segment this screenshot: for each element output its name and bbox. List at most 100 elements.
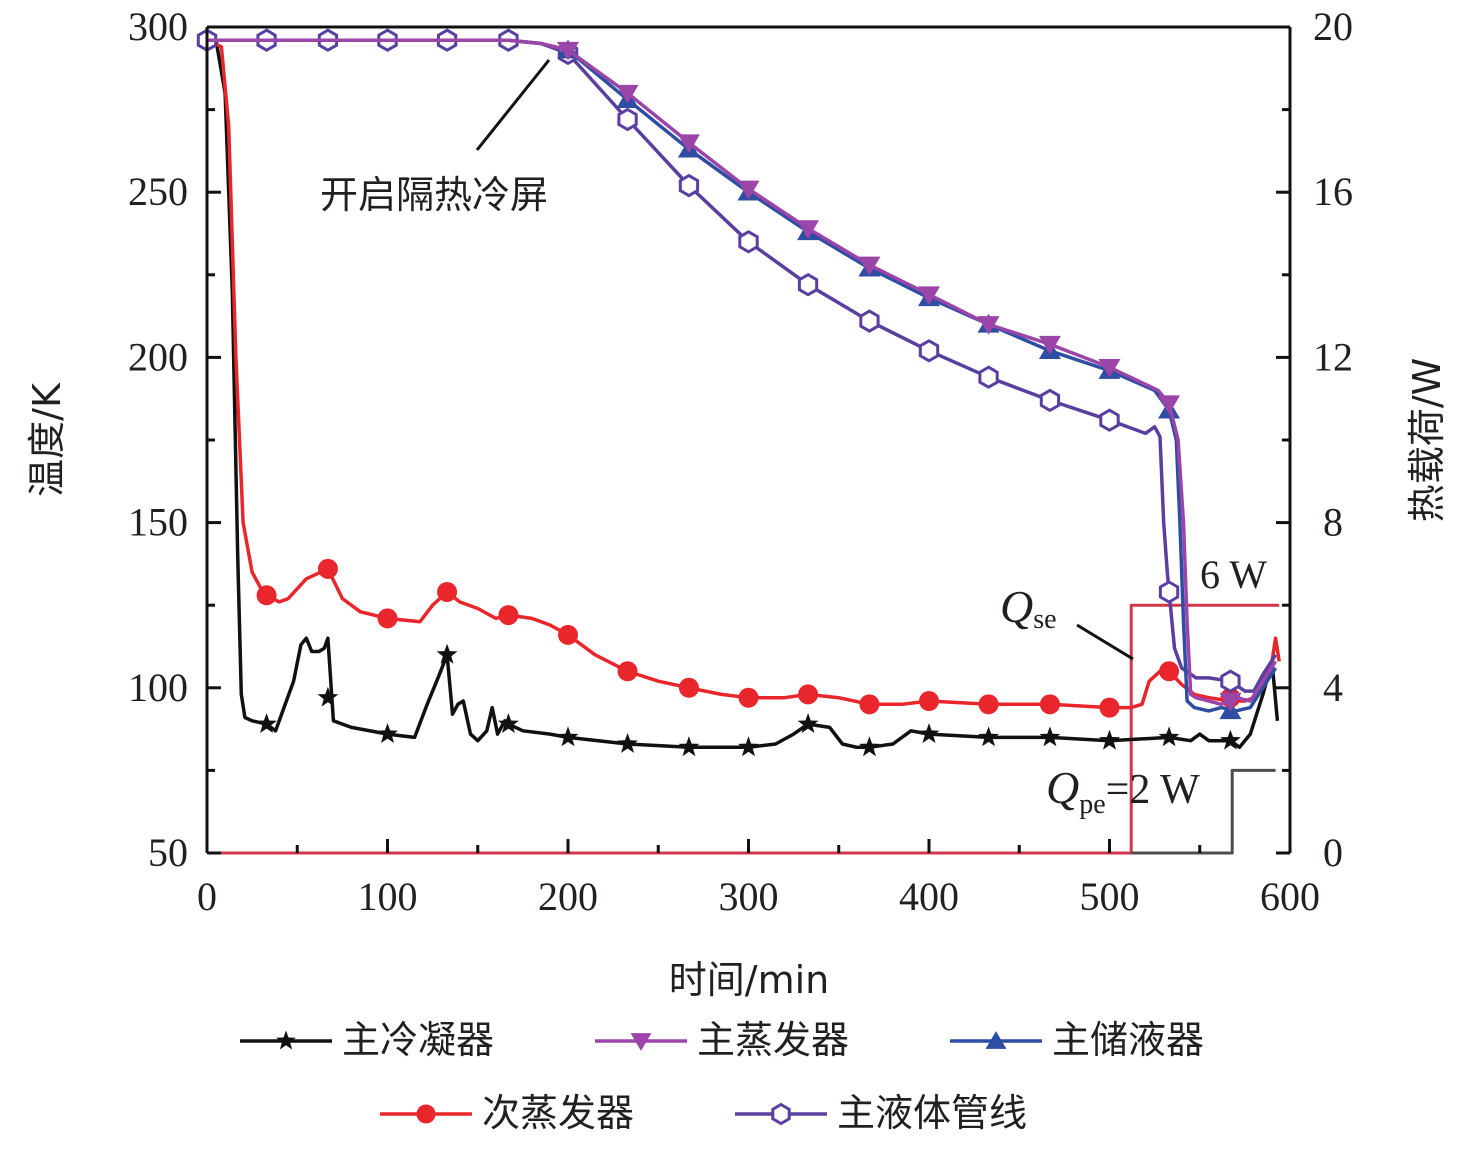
y-tick-label: 200: [128, 334, 188, 379]
main-condenser-marker: [978, 726, 999, 747]
main-evaporator-marker: [858, 256, 881, 276]
main-liquid-line-marker: [1158, 580, 1180, 604]
main-condenser-marker: [317, 686, 339, 707]
x-axis-title: 时间/min: [669, 958, 829, 1002]
legend-item-main-reservoir: 主储液器: [950, 1018, 1204, 1062]
legend-label: 主储液器: [1052, 1018, 1204, 1062]
main-condenser-marker: [738, 736, 759, 757]
secondary-evaporator-marker: [798, 684, 819, 705]
qse-heat-load-line: [207, 603, 1280, 855]
secondary-evaporator-marker: [317, 558, 338, 579]
secondary-evaporator-marker: [1099, 697, 1120, 718]
main-liquid-line-marker: [1039, 388, 1061, 413]
main-evaporator-marker: [557, 41, 579, 61]
main-condenser-marker: [797, 713, 819, 733]
y2-tick-label: 4: [1323, 665, 1343, 710]
y2-tick-label: 16: [1313, 169, 1353, 214]
secondary-evaporator-marker: [558, 624, 578, 645]
x-tick-label: 200: [538, 874, 598, 919]
main-condenser-marker: [436, 643, 458, 664]
main-liquid-line-marker: [617, 107, 638, 132]
qpe-heat-load-series: [1131, 768, 1276, 855]
secondary-evaporator-marker: [256, 585, 277, 606]
x-tick-label: 500: [1080, 874, 1140, 919]
secondary-evaporator-marker: [617, 661, 638, 682]
main-condenser-marker: [918, 723, 940, 743]
x-tick-label: 100: [358, 874, 418, 919]
secondary-evaporator-marker: [678, 677, 699, 698]
qpe-value: =2 W: [1106, 767, 1200, 813]
legend-label: 主蒸发器: [697, 1018, 849, 1062]
shield-annotation: 开启隔热冷屏: [320, 173, 548, 217]
main-evaporator-marker: [737, 180, 760, 200]
x-tick-label: 300: [719, 874, 779, 919]
qpe-heat-load-line: [1131, 768, 1276, 855]
legend-item-main-evaporator: 主蒸发器: [595, 1018, 849, 1062]
legend-label: 主冷凝器: [342, 1018, 494, 1062]
main-evaporator-marker: [1158, 395, 1181, 415]
qpe-sub: pe: [1079, 789, 1105, 820]
main-liquid-line-marker: [1099, 408, 1120, 432]
qse-value: 6 W: [1200, 552, 1267, 597]
qpe-q: Q: [1046, 762, 1079, 813]
qse-sub: se: [1033, 604, 1056, 635]
main-evaporator-marker: [797, 220, 820, 239]
shield-annotation-leader: [475, 59, 551, 151]
y2-tick-label: 20: [1313, 4, 1353, 49]
main-liquid-line-marker: [797, 272, 819, 297]
main-liquid-line-marker: [918, 339, 940, 363]
legend-circle-icon: [416, 1104, 436, 1124]
secondary-evaporator-marker: [437, 581, 458, 602]
secondary-evaporator-marker: [738, 687, 759, 708]
secondary-evaporator-marker: [498, 605, 519, 626]
y2-tick-label: 8: [1323, 500, 1343, 545]
main-condenser-marker: [678, 736, 700, 757]
main-liquid-line-marker: [1220, 669, 1241, 693]
qse-q: Q: [1000, 581, 1033, 632]
main-condenser-marker: [1099, 729, 1120, 750]
main-condenser-marker: [1220, 729, 1241, 750]
main-liquid-line-marker: [678, 173, 700, 198]
legend-item-main-liquid-line: 主液体管线: [735, 1091, 1027, 1135]
legend-star-icon: [276, 1030, 296, 1050]
main-reservoir-series: [207, 38, 1278, 720]
legend-hexagon-open-icon: [771, 1102, 791, 1126]
main-condenser-series: [207, 38, 1280, 757]
y-tick-label: 150: [128, 500, 188, 545]
main-evaporator-line: [207, 38, 1278, 707]
legend-label: 次蒸发器: [482, 1091, 634, 1135]
x-tick-label: 600: [1260, 874, 1320, 919]
main-evaporator-marker: [616, 84, 639, 104]
secondary-evaporator-marker: [377, 608, 398, 629]
secondary-evaporator-marker: [978, 694, 999, 715]
main-evaporator-marker: [1219, 692, 1242, 712]
x-tick-label: 400: [899, 874, 959, 919]
main-evaporator-marker: [1038, 335, 1061, 355]
legend-item-secondary-evaporator: 次蒸发器: [380, 1091, 634, 1135]
y-tick-label: 50: [148, 830, 188, 875]
qse-label: Qse: [1000, 581, 1057, 635]
main-evaporator-marker: [677, 134, 700, 154]
qse-annotation-leader: [1076, 623, 1134, 661]
main-condenser-marker: [377, 723, 398, 743]
main-condenser-marker: [617, 733, 638, 753]
ticks-layer: 0 100 200 300 400 500 600 50 100 150 200 250 300 0 4 8 1…: [128, 4, 1353, 919]
main-condenser-marker: [1039, 726, 1061, 747]
main-evaporator-marker: [977, 316, 1000, 335]
y-tick-label: 300: [128, 4, 188, 49]
main-liquid-line-marker: [978, 365, 999, 389]
main-condenser-marker: [1158, 726, 1180, 747]
y-tick-label: 100: [128, 665, 188, 710]
legend-triangle-up-icon: [985, 1031, 1007, 1049]
secondary-evaporator-marker: [1039, 694, 1060, 715]
y-tick-label: 250: [128, 169, 188, 214]
x-tick-label: 0: [197, 874, 217, 919]
legend-label: 主液体管线: [837, 1091, 1027, 1135]
series-layer: [196, 28, 1281, 855]
qpe-label: Qpe=2 W: [1046, 762, 1200, 820]
secondary-evaporator-line: [206, 38, 1281, 710]
main-condenser-marker: [498, 713, 519, 733]
secondary-evaporator-marker: [919, 691, 939, 712]
